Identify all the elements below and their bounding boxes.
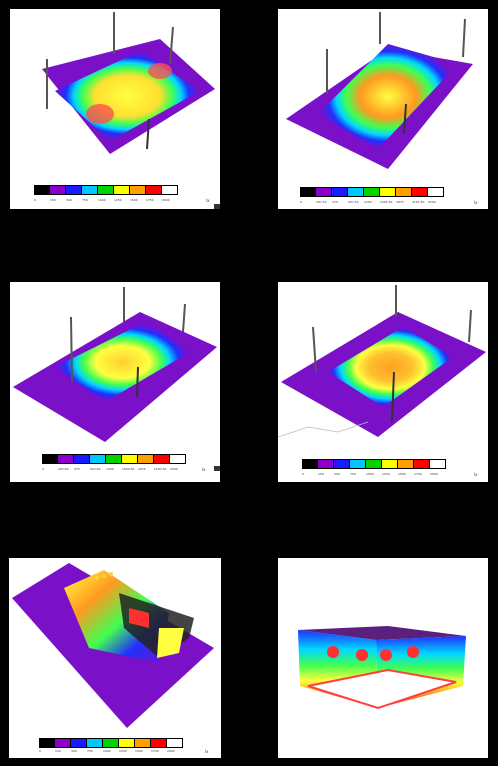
illuminance-render-3 [13,287,217,442]
scale-ticks-1: 0 150 300 750 1000 1250 1500 1750 2000 [34,198,170,202]
light-pole [70,316,73,383]
illuminance-render-2 [286,12,473,169]
color-scale-2 [300,187,444,197]
illuminance-render-5 [12,563,214,728]
light-pole [468,309,472,343]
unit-label: lx [474,200,478,205]
color-scale-4 [302,459,446,469]
light-pole [169,26,174,65]
panel-1-stadium-plan: 0 150 300 750 1000 1250 1500 1750 2000 lx [10,9,220,209]
illuminance-render-6 [298,626,466,710]
lit-facade [157,628,184,658]
color-scale-1 [34,185,178,195]
luminaire [102,574,106,578]
color-scale-3 [42,454,186,464]
floor-plane [307,668,457,710]
light-pole [146,118,150,150]
luminaire-spot [380,649,392,661]
panel-5-building-perspective: 0 150 300 750 1000 1250 1500 1750 2000 lx [9,558,221,758]
scale-ticks-4: 0 150 300 750 1000 1250 1500 1750 2000 [302,472,438,476]
unit-label: lx [206,198,210,203]
heat-field [318,44,458,149]
hotspot [148,63,172,79]
scale-ticks-3: 0 187.50 375 937.50 1250 1562.50 1875 2187.50 25… [42,467,178,471]
heat-field [55,322,190,402]
panel-2-stadium-plan: 0 187.50 375 937.50 1250 1562.50 1875 2187.50 25… [278,9,488,209]
corner-marker [214,204,220,209]
lit-facade [129,608,149,628]
unit-label: lx [205,749,209,754]
light-pole [312,326,317,373]
illuminance-render-1 [42,12,215,154]
ceiling-plane [298,626,466,640]
luminaire-spot [407,646,419,658]
color-scale-5 [39,738,183,748]
light-pole [391,371,395,423]
illuminance-render-4 [278,285,486,438]
scale-ticks-5: 0 150 300 750 1000 1250 1500 1750 2000 [39,749,175,753]
luminaire-spot [327,646,339,658]
light-pole [136,366,139,398]
luminaire [67,591,71,595]
panel-6-interior-section [278,558,488,758]
luminaire [109,572,113,576]
corner-marker [214,466,220,471]
hotspot [86,104,114,124]
light-pole [462,18,466,58]
scale-ticks-2: 0 187.50 375 937.50 1250 1562.50 1875 2187.50 25… [300,200,436,204]
luminaire-spot [356,649,368,661]
luminaire [95,576,99,580]
panel-3-stadium-plan: 0 187.50 375 937.50 1250 1562.50 1875 2187.50 25… [10,282,220,482]
site-outline [278,421,369,438]
unit-label: lx [202,467,206,472]
panel-4-stadium-plan: 0 150 300 750 1000 1250 1500 1750 2000 lx [278,282,488,482]
light-pole [182,303,186,333]
unit-label: lx [474,472,478,477]
heat-field [328,327,453,407]
light-pole [403,103,407,135]
